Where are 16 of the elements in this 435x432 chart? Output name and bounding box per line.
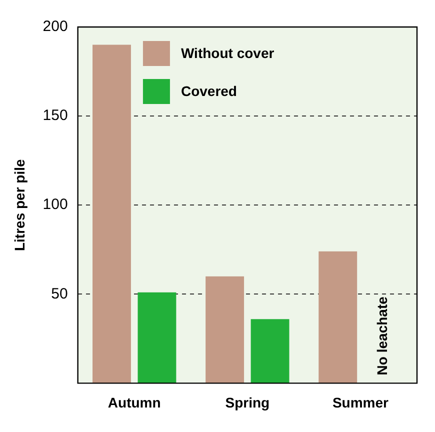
bar	[138, 292, 176, 384]
y-tick-label: 100	[42, 196, 68, 214]
legend-label: Without cover	[180, 44, 275, 61]
y-tick-label: 200	[42, 18, 68, 36]
bar	[206, 276, 244, 384]
bar	[250, 319, 290, 384]
y-tick-label: 150	[42, 107, 68, 124]
bar	[318, 251, 358, 384]
x-tick-label: Autumn	[108, 394, 161, 410]
bar	[92, 44, 131, 384]
legend-label: Covered	[180, 82, 237, 99]
x-tick-label: Spring	[225, 394, 270, 410]
y-tick-label: 50	[51, 285, 68, 302]
annotation: No leachate	[374, 296, 390, 376]
x-tick-label: Summer	[332, 394, 390, 410]
y-axis-title: Litres per pile	[11, 158, 28, 252]
